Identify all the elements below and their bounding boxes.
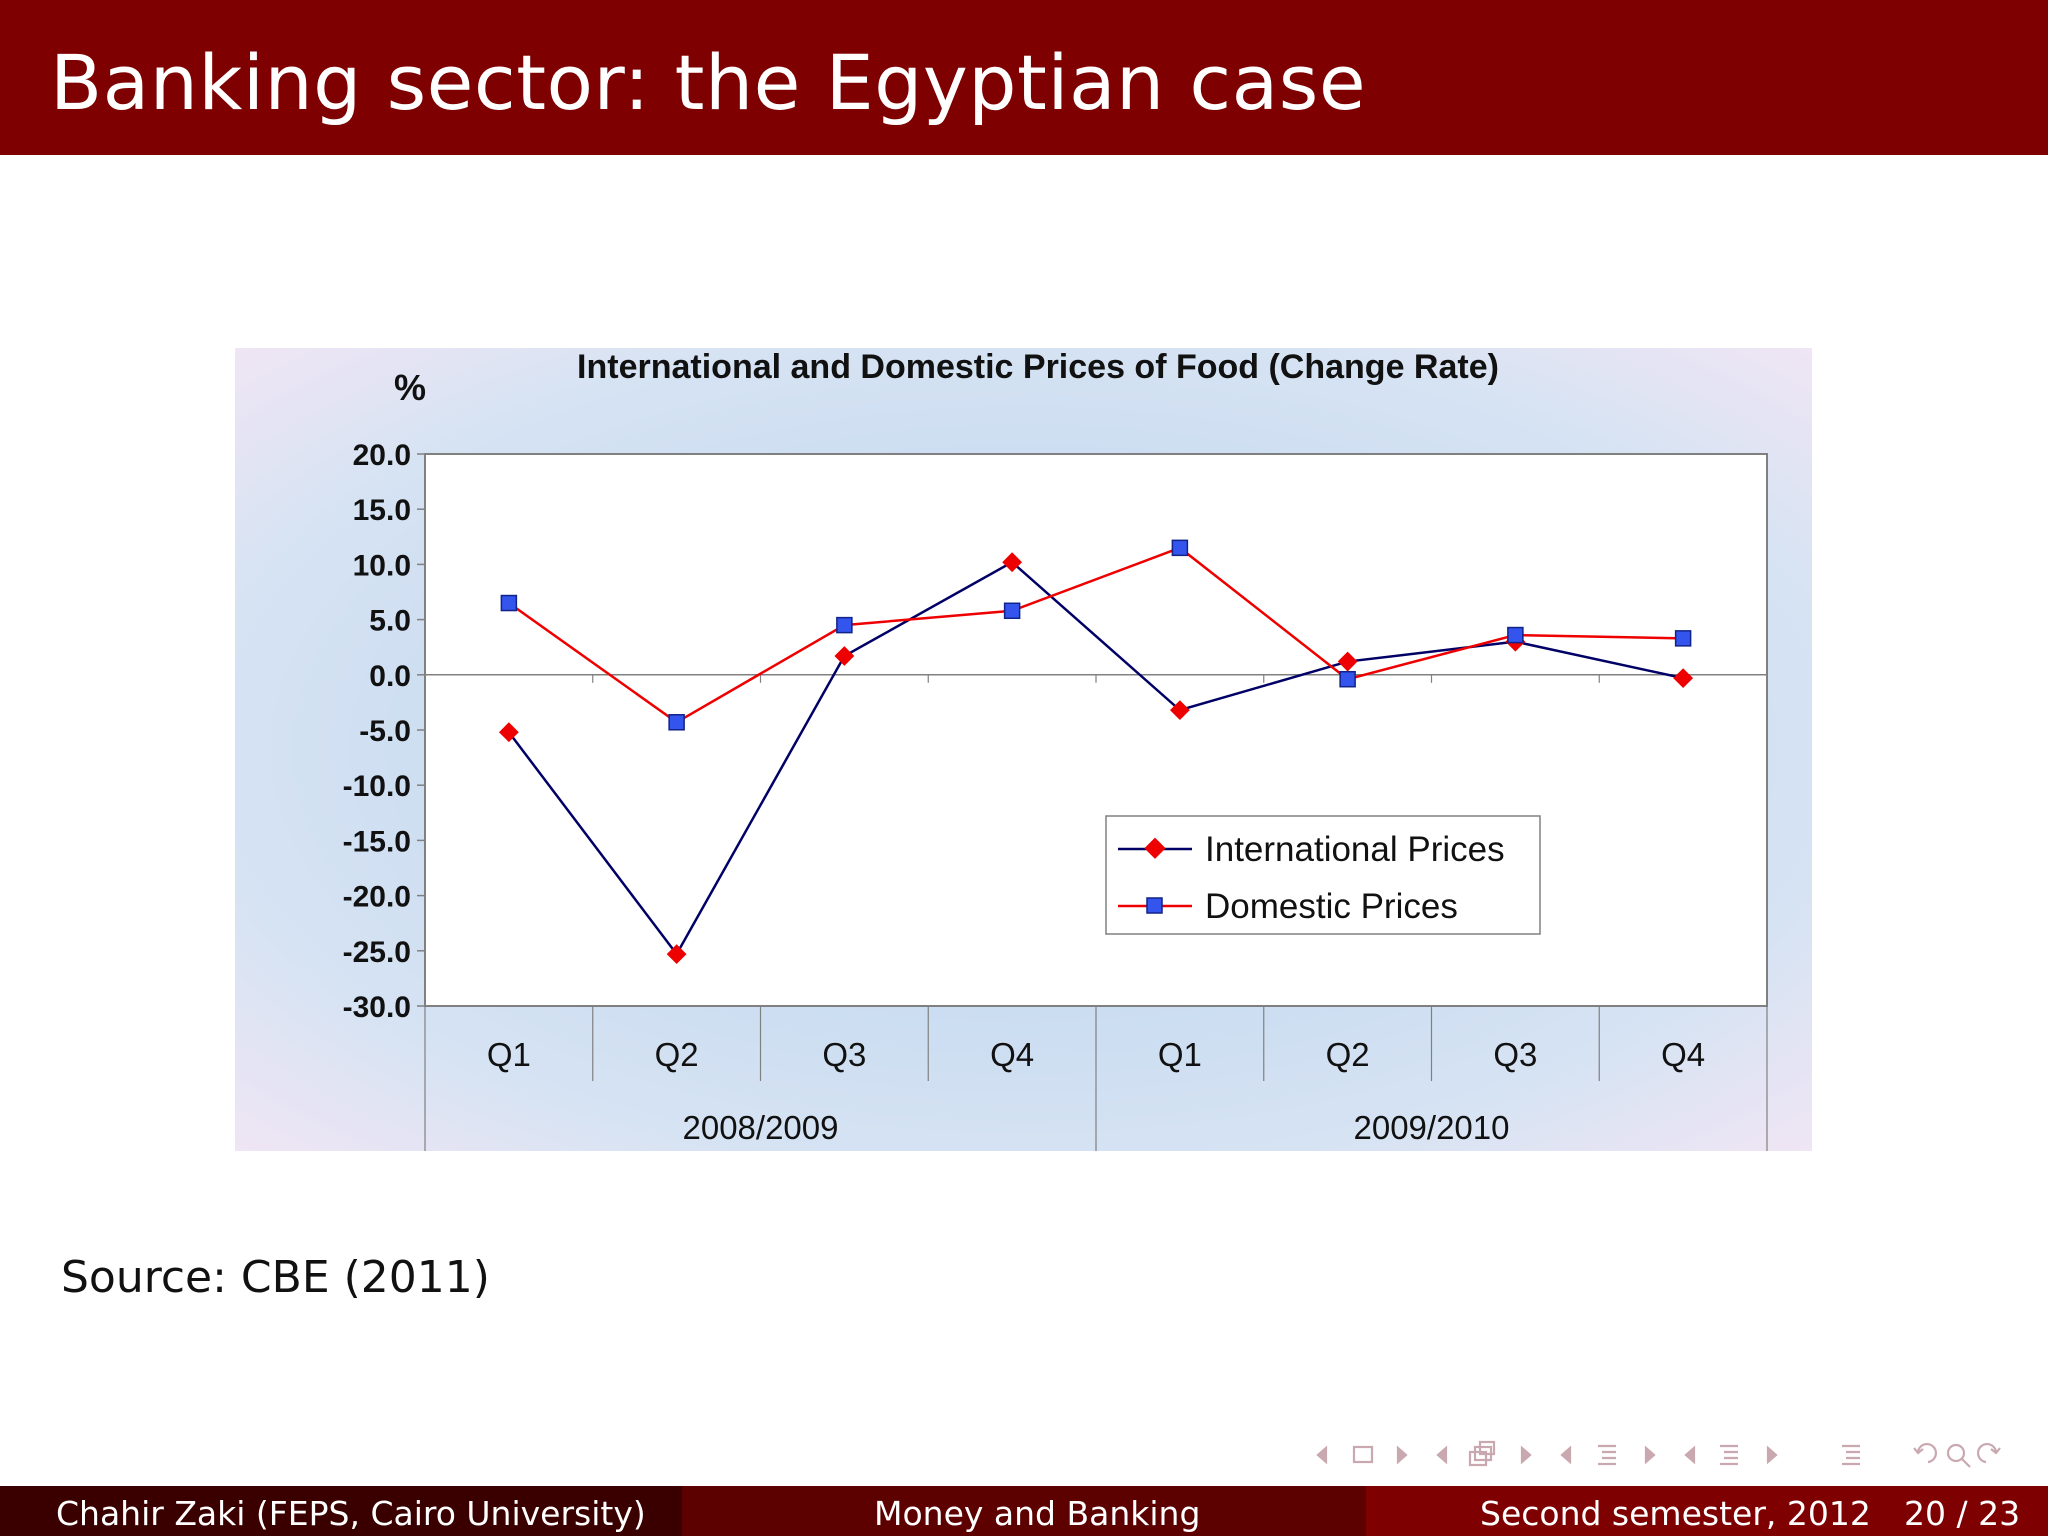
legend-domestic-marker — [1146, 897, 1163, 914]
nav-slide-icon[interactable] — [1720, 1444, 1738, 1466]
y-tick-label: 0.0 — [369, 660, 411, 693]
nav-prev-slide-icon[interactable] — [1684, 1445, 1696, 1465]
y-tick-label: 15.0 — [353, 494, 411, 527]
domestic-prices-point — [668, 714, 685, 731]
nav-subsection-icon[interactable] — [1468, 1440, 1496, 1467]
international-prices-point — [1337, 651, 1358, 672]
chart: % International and Domestic Prices of F… — [235, 348, 1812, 1151]
footer-course: Money and Banking — [874, 1494, 1201, 1533]
chart-legend: International Prices Domestic Prices — [1105, 815, 1541, 935]
legend-international-label: International Prices — [1205, 830, 1505, 869]
footer-author: Chahir Zaki (FEPS, Cairo University) — [56, 1494, 646, 1533]
plot-area — [424, 453, 1768, 1007]
domestic-prices-point — [1171, 539, 1189, 557]
footer-page-number: 20 / 23 — [1904, 1494, 2021, 1533]
x-category-label: Q1 — [487, 1036, 531, 1073]
nav-redo-icon[interactable] — [1977, 1443, 2001, 1464]
nav-section-icon[interactable] — [1598, 1444, 1616, 1466]
nav-prev-subsection-icon[interactable] — [1436, 1445, 1448, 1465]
footer-course-cell: Money and Banking — [682, 1486, 1366, 1536]
y-axis-unit-label: % — [394, 367, 426, 408]
domestic-prices-point — [500, 594, 518, 612]
footer: Chahir Zaki (FEPS, Cairo University) Mon… — [0, 1486, 2048, 1536]
international-prices-point — [834, 646, 855, 666]
chart-svg: % International and Domestic Prices of F… — [235, 348, 1812, 1151]
y-tick-label: -15.0 — [343, 825, 411, 858]
footer-author-cell: Chahir Zaki (FEPS, Cairo University) — [0, 1486, 682, 1536]
y-tick-label: 5.0 — [369, 605, 411, 638]
x-group-label: 2008/2009 — [683, 1109, 839, 1146]
domestic-prices-point — [1339, 670, 1356, 688]
x-category-label: Q4 — [990, 1036, 1034, 1073]
x-category-label: Q4 — [1661, 1036, 1705, 1073]
y-tick-label: -10.0 — [343, 770, 411, 803]
nav-next-slide-icon[interactable] — [1766, 1445, 1778, 1465]
y-tick-label: -20.0 — [343, 881, 411, 914]
nav-next-subsection-icon[interactable] — [1520, 1445, 1532, 1465]
domestic-prices-point — [1507, 626, 1524, 644]
x-category-label: Q3 — [1493, 1036, 1537, 1073]
legend-box — [1105, 815, 1541, 935]
x-category-label: Q3 — [822, 1036, 866, 1073]
nav-search-icon[interactable] — [1946, 1443, 1971, 1468]
international-prices-point — [1169, 700, 1190, 721]
y-tick-label: 20.0 — [353, 439, 411, 472]
x-group-label: 2009/2010 — [1354, 1109, 1510, 1146]
x-category-label: Q1 — [1158, 1036, 1202, 1073]
legend-domestic-label: Domestic Prices — [1205, 887, 1458, 926]
y-tick-label: 10.0 — [353, 549, 411, 582]
y-tick-label: -5.0 — [359, 715, 411, 748]
beamer-navigation[interactable] — [1310, 1438, 2030, 1472]
footer-term-cell: Second semester, 2012 20 / 23 — [1366, 1486, 2048, 1536]
y-tick-label: -25.0 — [343, 936, 411, 969]
domestic-prices-line — [508, 546, 1684, 724]
international-prices-point — [1673, 668, 1694, 689]
y-tick-label: -30.0 — [343, 991, 411, 1024]
x-category-label: Q2 — [655, 1036, 699, 1073]
source-note: Source: CBE (2011) — [61, 1252, 490, 1303]
nav-frame-icon[interactable] — [1352, 1445, 1374, 1464]
footer-term: Second semester, 2012 — [1480, 1494, 1871, 1533]
nav-prev-frame-icon[interactable] — [1316, 1445, 1328, 1465]
domestic-prices-point — [836, 616, 853, 634]
nav-outline-icon[interactable] — [1842, 1444, 1860, 1466]
slide-title: Banking sector: the Egyptian case — [50, 38, 1367, 127]
nav-next-frame-icon[interactable] — [1396, 1445, 1408, 1465]
domestic-prices-point — [1674, 630, 1692, 647]
domestic-prices-point — [1003, 602, 1021, 620]
chart-title: International and Domestic Prices of Foo… — [577, 348, 1499, 386]
title-bar: Banking sector: the Egyptian case — [0, 0, 2048, 155]
international-prices-line — [507, 560, 1684, 957]
x-category-label: Q2 — [1326, 1036, 1370, 1073]
nav-prev-section-icon[interactable] — [1560, 1445, 1572, 1465]
nav-undo-icon[interactable] — [1913, 1443, 1937, 1464]
nav-next-section-icon[interactable] — [1644, 1445, 1656, 1465]
